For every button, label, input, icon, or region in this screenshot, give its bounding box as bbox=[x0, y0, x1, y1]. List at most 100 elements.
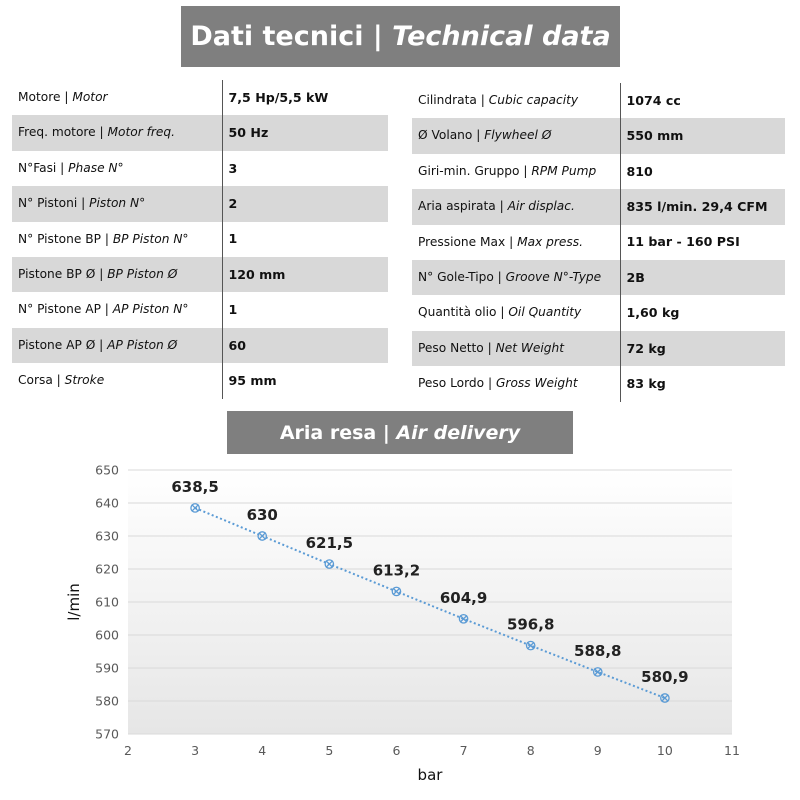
data-label: 580,9 bbox=[641, 668, 688, 686]
spec-label-italian: N° Pistone AP bbox=[18, 302, 101, 317]
spec-left-row: Pistone AP Ø | AP Piston Ø 60 bbox=[12, 327, 388, 364]
spec-label: Motore | Motor bbox=[12, 80, 223, 116]
title-italian: Dati tecnici bbox=[190, 21, 364, 52]
spec-label-italian: Quantità olio bbox=[418, 305, 497, 320]
y-tick-label: 590 bbox=[95, 661, 119, 676]
spec-right-row: Cilindrata | Cubic capacity 1074 cc bbox=[412, 83, 785, 119]
chart-title-italian: Aria resa bbox=[279, 421, 377, 444]
y-tick-label: 610 bbox=[95, 595, 119, 610]
spec-label: Peso Lordo | Gross Weight bbox=[412, 366, 621, 402]
data-point-marker bbox=[525, 640, 536, 651]
x-tick-label: 9 bbox=[594, 743, 602, 758]
spec-right-row: N° Gole-Tipo | Groove N°-Type 2B bbox=[412, 259, 785, 296]
spec-label-italian: Pistone AP Ø bbox=[18, 337, 96, 352]
spec-label-italian: Pressione Max bbox=[418, 234, 506, 249]
spec-value: 50 Hz bbox=[222, 115, 388, 151]
y-tick-label: 630 bbox=[95, 529, 119, 544]
marker-ring bbox=[660, 693, 670, 703]
marker-cross bbox=[325, 560, 334, 568]
spec-label-italian: N° Gole-Tipo bbox=[418, 269, 494, 284]
marker-cross bbox=[526, 641, 535, 650]
spec-label-italian: Freq. motore bbox=[18, 125, 96, 140]
spec-label-separator: | bbox=[95, 125, 108, 140]
y-tick-label: 580 bbox=[95, 694, 119, 709]
data-point-marker bbox=[458, 613, 469, 624]
spec-label: N°Fasi | Phase N° bbox=[12, 150, 223, 187]
spec-value: 11 bar - 160 PSI bbox=[626, 234, 740, 250]
spec-value: 3 bbox=[228, 160, 238, 176]
title-english: Technical data bbox=[392, 21, 611, 52]
spec-label-english: Piston N° bbox=[89, 196, 146, 211]
spec-right-row: Peso Lordo | Gross Weight 83 kg bbox=[412, 366, 785, 402]
spec-label: N° Pistoni | Piston N° bbox=[12, 186, 223, 222]
spec-label-english: Stroke bbox=[64, 373, 105, 388]
spec-label-separator: | bbox=[95, 266, 108, 281]
marker-ring bbox=[458, 613, 469, 624]
page-title-banner: Dati tecnici | Technical data bbox=[181, 6, 620, 67]
data-label: 621,5 bbox=[306, 534, 353, 552]
marker-cross bbox=[258, 532, 267, 540]
spec-value: 72 kg bbox=[620, 330, 785, 367]
spec-left-row: N° Pistone AP | AP Piston N° 1 bbox=[12, 292, 388, 328]
spec-value: 1 bbox=[228, 231, 238, 247]
marker-ring bbox=[190, 503, 200, 513]
marker-ring bbox=[324, 559, 335, 569]
x-tick-label: 5 bbox=[325, 743, 333, 758]
spec-table-left-body: Motore | Motor 7,5 Hp/5,5 kW Freq. motore … bbox=[12, 80, 388, 399]
data-label: 638,5 bbox=[171, 478, 218, 496]
spec-label-english: AP Piston Ø bbox=[107, 337, 178, 352]
spec-label-separator: | bbox=[77, 196, 90, 211]
spec-table-left: Motore | Motor 7,5 Hp/5,5 kW Freq. motore … bbox=[12, 80, 388, 399]
spec-label-english: Flywheel Ø bbox=[484, 128, 552, 143]
spec-label-separator: | bbox=[483, 340, 496, 355]
spec-label-italian: Corsa bbox=[18, 373, 53, 388]
spec-label-separator: | bbox=[100, 302, 113, 317]
spec-label: N° Gole-Tipo | Groove N°-Type bbox=[412, 259, 621, 296]
data-label: 596,8 bbox=[507, 616, 554, 634]
spec-label-italian: Peso Netto bbox=[418, 340, 484, 355]
spec-label: Pistone BP Ø | BP Piston Ø bbox=[12, 256, 223, 293]
marker-ring bbox=[592, 667, 603, 677]
spec-label: Cilindrata | Cubic capacity bbox=[412, 83, 621, 119]
spec-left-row: N° Pistoni | Piston N° 2 bbox=[12, 186, 388, 222]
spec-label-italian: Pistone BP Ø bbox=[18, 266, 96, 281]
chart-title-banner: Aria resa | Air delivery bbox=[227, 411, 573, 454]
spec-left-row: Pistone BP Ø | BP Piston Ø 120 mm bbox=[12, 256, 388, 293]
spec-label-separator: | bbox=[505, 234, 518, 249]
data-label: 613,2 bbox=[373, 561, 420, 579]
x-tick-label: 8 bbox=[527, 743, 535, 758]
spec-value: 95 mm bbox=[228, 372, 277, 388]
spec-label: Pressione Max | Max press. bbox=[412, 224, 621, 260]
data-label: 588,8 bbox=[574, 642, 621, 660]
marker-cross bbox=[661, 694, 669, 702]
data-point-marker bbox=[190, 503, 200, 513]
spec-label-english: Motor freq. bbox=[107, 125, 176, 140]
spec-value: 810 bbox=[626, 163, 653, 179]
spec-label-english: BP Piston Ø bbox=[107, 266, 178, 281]
x-axis-label: bar bbox=[418, 766, 444, 784]
spec-label: Giri-min. Gruppo | RPM Pump bbox=[412, 153, 621, 190]
data-point-marker bbox=[257, 531, 268, 541]
data-point-marker bbox=[660, 693, 670, 703]
air-delivery-chart: 570 580 590 600 610 620 630 640 650 2 3 4 5 6 7 8 9 10 11… bbox=[65, 463, 740, 785]
spec-label: N° Pistone AP | AP Piston N° bbox=[12, 292, 223, 328]
spec-label-italian: Aria aspirata bbox=[418, 199, 496, 214]
spec-label: Pistone AP Ø | AP Piston Ø bbox=[12, 327, 223, 364]
chart-title-separator: | bbox=[376, 421, 397, 444]
spec-left-row: Corsa | Stroke 95 mm bbox=[12, 363, 388, 399]
spec-label: Ø Volano | Flywheel Ø bbox=[412, 118, 621, 154]
spec-value: 1 bbox=[228, 302, 238, 318]
grid-lines bbox=[128, 469, 732, 735]
spec-label: Corsa | Stroke bbox=[12, 363, 223, 399]
spec-label-separator: | bbox=[493, 269, 506, 284]
spec-right-row: Pressione Max | Max press. 11 bar - 160 P… bbox=[412, 224, 785, 260]
y-tick-label: 650 bbox=[95, 463, 119, 478]
chart-title-english: Air delivery bbox=[396, 421, 521, 444]
y-tick-label: 620 bbox=[95, 562, 119, 577]
x-tick-label: 7 bbox=[460, 743, 468, 758]
marker-ring bbox=[257, 531, 268, 541]
spec-label-italian: Giri-min. Gruppo bbox=[418, 163, 520, 178]
spec-value: 2B bbox=[620, 259, 785, 296]
data-label: 604,9 bbox=[440, 589, 487, 607]
spec-right-row: Ø Volano | Flywheel Ø 550 mm bbox=[412, 118, 785, 154]
